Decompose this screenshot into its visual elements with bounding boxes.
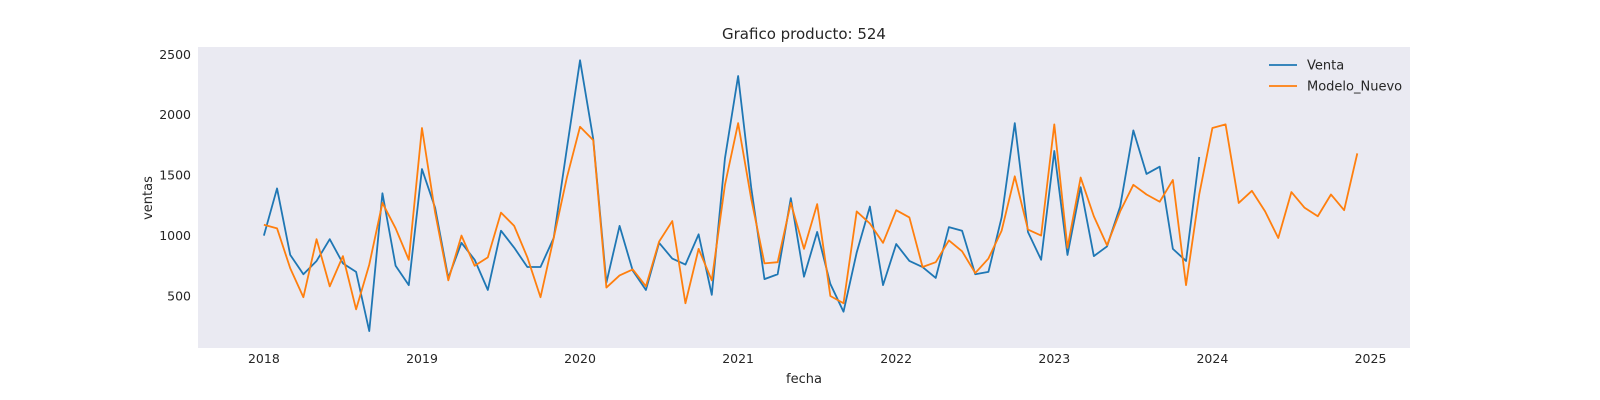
- y-axis-label: ventas: [141, 176, 156, 220]
- legend-label: Venta: [1307, 59, 1344, 74]
- y-tick-label: 500: [167, 289, 191, 304]
- y-axis: 500 1000 1500 2000 2500: [159, 47, 191, 304]
- y-tick-label: 1500: [159, 168, 191, 183]
- plot-area: [198, 47, 1410, 348]
- x-axis-label: fecha: [786, 372, 822, 387]
- chart-title: Grafico producto: 524: [722, 25, 886, 43]
- x-tick-label: 2021: [722, 351, 754, 366]
- x-tick-label: 2025: [1355, 351, 1387, 366]
- series-line-modelo_nuevo: [263, 122, 1359, 311]
- legend: Venta Modelo_Nuevo: [1269, 59, 1402, 95]
- series-layer: [263, 59, 1359, 332]
- x-tick-label: 2023: [1038, 351, 1070, 366]
- legend-label: Modelo_Nuevo: [1307, 80, 1402, 95]
- x-axis: 2018 2019 2020 2021 2022 2023 2024 2025: [248, 351, 1386, 366]
- y-tick-label: 2000: [159, 107, 191, 122]
- y-tick-label: 2500: [159, 47, 191, 62]
- x-tick-label: 2020: [564, 351, 596, 366]
- x-tick-label: 2019: [406, 351, 438, 366]
- x-tick-label: 2022: [880, 351, 912, 366]
- series-line-venta: [263, 59, 1201, 332]
- x-tick-label: 2024: [1196, 351, 1228, 366]
- y-tick-label: 1000: [159, 228, 191, 243]
- x-tick-label: 2018: [248, 351, 280, 366]
